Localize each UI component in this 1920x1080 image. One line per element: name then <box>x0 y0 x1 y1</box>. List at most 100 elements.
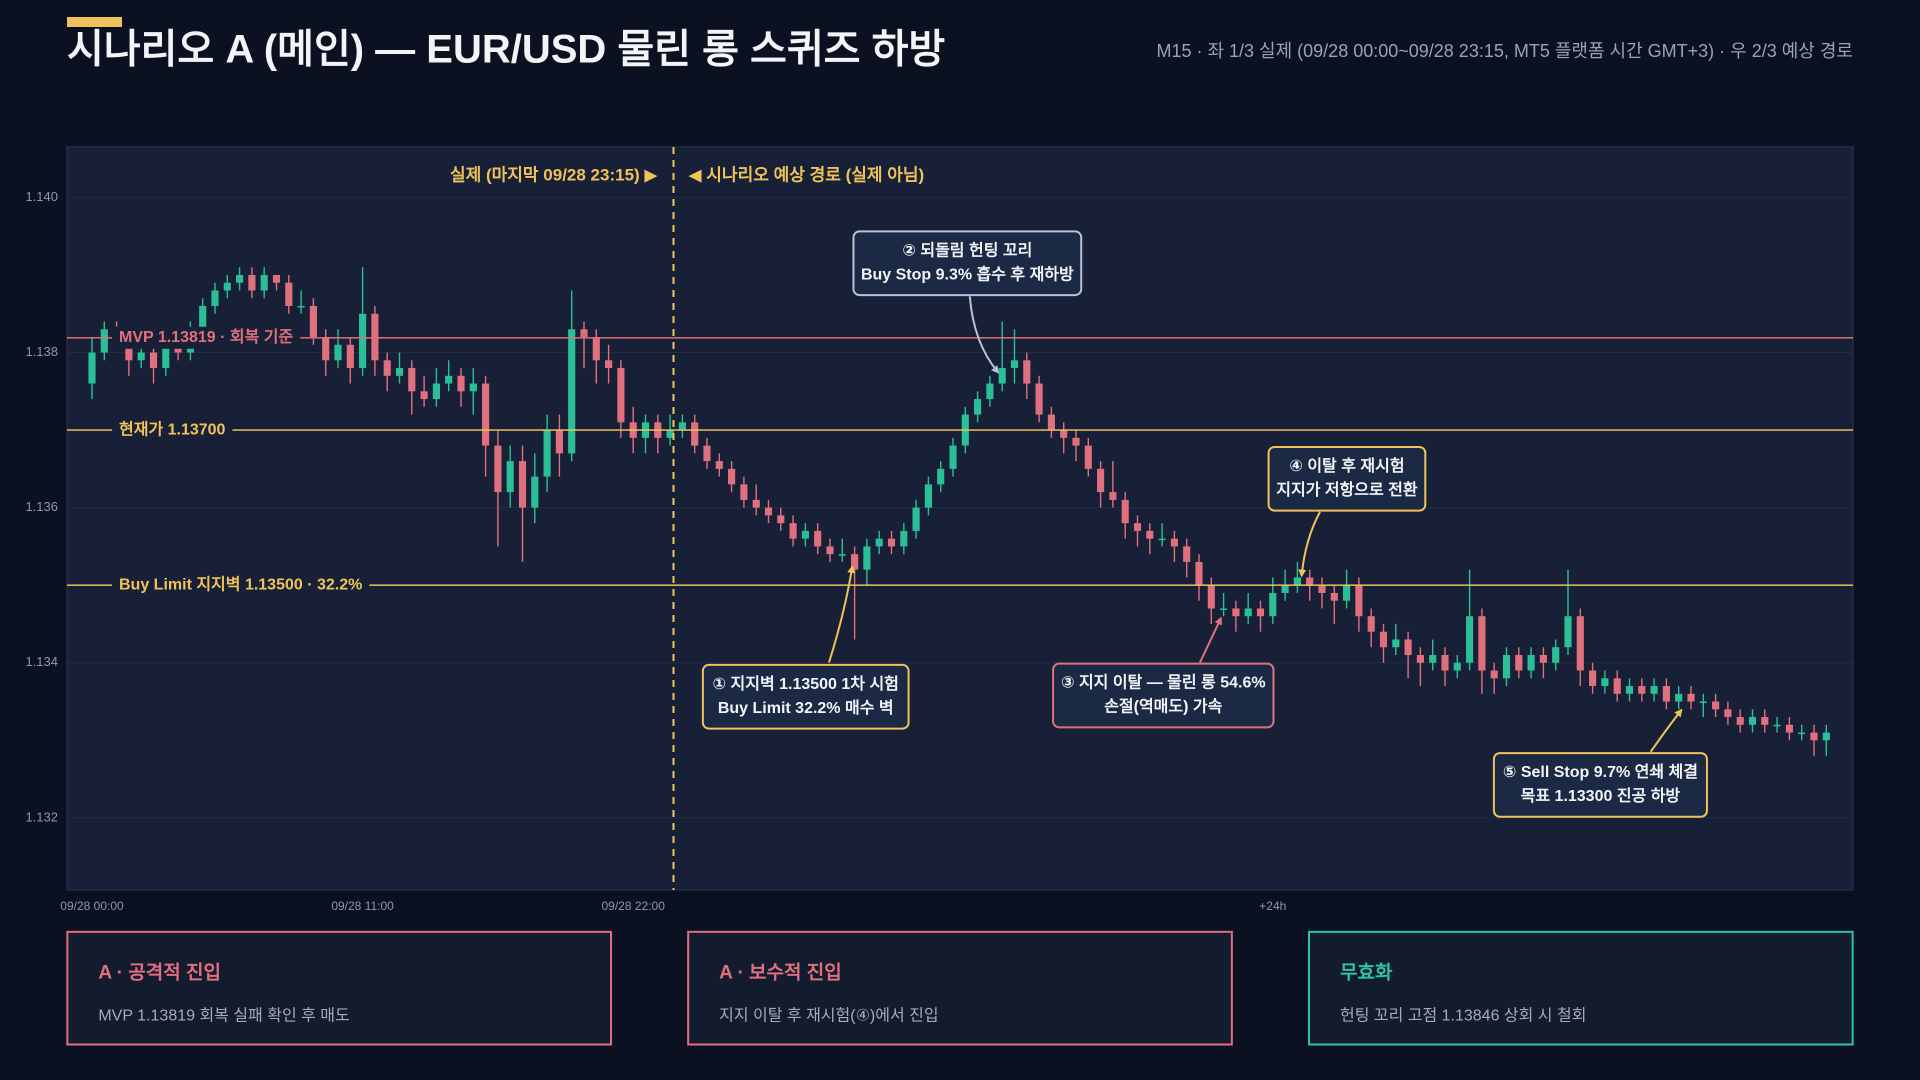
candle-body <box>359 313 367 369</box>
candle-body <box>469 383 477 392</box>
callout-box <box>701 663 910 730</box>
candle-body <box>568 329 576 454</box>
candle-body <box>1736 717 1744 725</box>
card-title: A · 보수적 진입 <box>719 961 842 983</box>
candle-body <box>949 445 957 469</box>
y-tick-label: 1.138 <box>25 344 58 359</box>
candle-body <box>1404 639 1412 656</box>
candle-body <box>605 360 613 369</box>
callout-text: ③ 지지 이탈 — 물린 롱 54.6% <box>1061 674 1266 692</box>
candle-body <box>1281 585 1289 593</box>
candle-body <box>1687 693 1695 702</box>
callout-arrow <box>1199 616 1222 663</box>
callout-text: 지지가 저항으로 전환 <box>1276 480 1418 499</box>
candle-body <box>285 282 293 306</box>
candle-body <box>998 368 1006 384</box>
candle-body <box>309 305 317 338</box>
callout-text: ② 되돌림 헌팅 꼬리 <box>902 240 1032 259</box>
callout-arrow <box>828 564 856 663</box>
candle-body <box>1367 616 1375 632</box>
candle-body <box>408 368 416 392</box>
candle-body <box>1748 717 1757 725</box>
candle-body <box>211 290 219 306</box>
candle-body <box>1601 678 1609 687</box>
candle-body <box>1207 585 1215 609</box>
candle-body <box>1121 499 1129 524</box>
projection-label: ◀ 시나리오 예상 경로 (실제 아님) <box>689 165 925 184</box>
candle-body <box>1576 616 1584 671</box>
candle-body <box>1466 616 1474 663</box>
candle-body <box>703 445 711 462</box>
candle-body <box>715 461 723 469</box>
candle-body <box>1269 592 1277 617</box>
x-tick-label: +24h <box>1259 899 1286 913</box>
candle-body <box>199 305 207 330</box>
candle-body <box>1170 538 1178 547</box>
x-tick-label: 09/28 11:00 <box>331 899 394 913</box>
candle-body <box>1146 530 1154 539</box>
candle-body <box>1158 538 1166 541</box>
candle-body <box>1589 670 1597 687</box>
card <box>66 930 613 1046</box>
candle-body <box>678 422 686 431</box>
candle-body <box>900 530 908 547</box>
candle-body <box>420 391 428 400</box>
candle-body <box>236 274 244 283</box>
candle-body <box>887 538 896 547</box>
candle-body <box>1785 724 1793 733</box>
candle-body <box>395 368 404 376</box>
candle-body <box>1232 608 1240 617</box>
candle-body <box>1256 608 1265 617</box>
candle-body <box>1502 655 1511 679</box>
candle-body <box>1773 724 1781 727</box>
candle-body <box>826 546 834 555</box>
chart-title: 시나리오 A (메인) — EUR/USD 물린 롱 스퀴즈 하방 <box>67 28 945 72</box>
y-tick-label: 1.140 <box>25 189 58 204</box>
card-text: 헌팅 꼬리 고점 1.13846 상회 시 철회 <box>1340 1007 1586 1025</box>
candle-body <box>1810 732 1818 741</box>
level-label-bg <box>112 326 301 349</box>
callout-text: ④ 이탈 후 재시험 <box>1289 456 1404 475</box>
chart-subtitle: M15 · 좌 1/3 실제 (09/28 00:00~09/28 23:15,… <box>1156 41 1853 61</box>
candle-body <box>740 484 748 500</box>
candle-body <box>764 507 773 516</box>
level-label: Buy Limit 지지벽 1.13500 · 32.2% <box>119 575 362 593</box>
level-label-bg <box>112 419 233 442</box>
candle-body <box>1097 468 1105 493</box>
candle-body <box>1699 701 1707 704</box>
candle-body <box>1662 686 1670 702</box>
title-accent <box>67 17 122 27</box>
candle-body <box>691 422 699 446</box>
candle-body <box>974 399 982 415</box>
candle-body <box>912 507 920 531</box>
candle-body <box>777 515 785 524</box>
candle-body <box>580 329 588 338</box>
candle-body <box>1490 670 1498 679</box>
candle-body <box>1318 585 1326 593</box>
candle-body <box>1343 585 1351 601</box>
candle-body <box>1429 655 1437 663</box>
candle-body <box>334 344 342 361</box>
candle-body <box>223 282 231 291</box>
callout-arrow <box>968 296 1000 374</box>
candle-body <box>346 344 354 369</box>
candle-body <box>789 523 797 539</box>
candle-body <box>531 476 539 508</box>
candle-body <box>1527 655 1535 671</box>
actual-label: 실제 (마지막 09/28 23:15) ▶ <box>450 165 658 184</box>
candle-body <box>1244 608 1252 617</box>
x-tick-label: 09/28 22:00 <box>601 899 665 913</box>
callout-box <box>852 230 1083 297</box>
card-text: MVP 1.13819 회복 실패 확인 후 매도 <box>98 1007 349 1025</box>
candle-body <box>1564 616 1572 648</box>
candle-body <box>814 530 822 547</box>
candle-body <box>1392 639 1400 648</box>
callout-text: Buy Stop 9.3% 흡수 후 재하방 <box>861 264 1074 283</box>
callout-arrow <box>1649 708 1683 753</box>
candle-body <box>1220 608 1228 610</box>
candle-body <box>1183 546 1191 562</box>
candle-body <box>260 274 268 291</box>
candle-body <box>1650 686 1658 694</box>
candle-body <box>149 352 158 369</box>
